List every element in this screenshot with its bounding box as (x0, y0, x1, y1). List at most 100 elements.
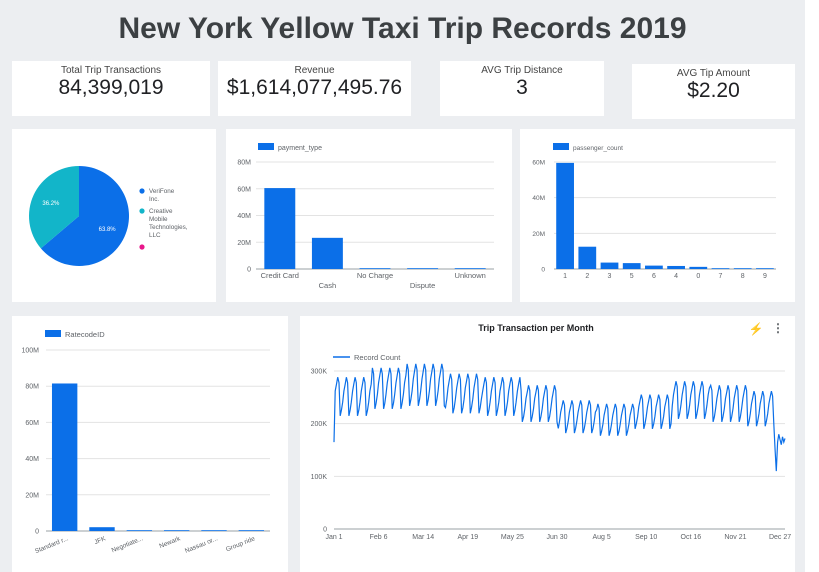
kpi-avg-trip-distance-card: AVG Trip Distance 3 (440, 61, 604, 116)
legend-swatch (553, 143, 569, 150)
more-menu-icon: ⋮ (772, 321, 784, 335)
x-tick-label: Unknown (455, 271, 486, 280)
x-tick-label: 1 (563, 273, 567, 280)
bar (645, 265, 663, 269)
x-tick-label: Standard r... (34, 535, 70, 555)
y-tick-label: 40M (237, 213, 251, 220)
x-tick-label: Nov 21 (724, 534, 746, 541)
bar (689, 266, 708, 269)
bar (201, 530, 227, 531)
y-tick-label: 0 (323, 527, 327, 534)
pie-slice-label: 63.8% (99, 227, 117, 233)
kpi-label: AVG Tip Amount (676, 68, 751, 79)
kpi-label: Total Trip Transactions (60, 65, 162, 76)
legend-label: RatecodeID (65, 330, 105, 339)
y-tick-label: 100K (311, 474, 328, 481)
x-tick-label: Credit Card (261, 271, 299, 280)
legend-label: payment_type (278, 145, 322, 152)
payment-type-card: payment_type 0 20M 40M 60M 80M Credit Card Cash… (226, 129, 512, 302)
payment-type-bar-chart[interactable]: payment_type 0 20M 40M 60M 80M Credit Card Cash… (226, 129, 512, 302)
x-tick-label: Sep 10 (635, 534, 657, 541)
bar (407, 268, 439, 269)
y-tick-label: 300K (311, 369, 328, 376)
bar (556, 162, 574, 269)
ratecode-bar-chart[interactable]: RatecodeID 0 20M 40M 60M 80M 100M Standard r...… (12, 316, 288, 572)
bar (51, 383, 78, 531)
bar (667, 265, 685, 269)
x-tick-label: Feb 6 (370, 534, 388, 541)
y-tick-label: 0 (35, 529, 39, 536)
y-tick-label: 80M (25, 384, 39, 391)
x-tick-label: Group ride (225, 535, 256, 553)
y-tick-label: 0 (541, 267, 545, 274)
bar (163, 530, 190, 531)
legend-swatch (258, 143, 274, 150)
bar (733, 268, 752, 269)
passenger-count-card: passenger_count 0 20M 40M 60M 1 2 3 5 6 4 0 7 8 9 (520, 129, 795, 302)
x-tick-label: Aug 5 (592, 534, 610, 541)
x-tick-label: 2 (585, 273, 589, 280)
right-edge (805, 0, 819, 572)
y-tick-label: 40M (532, 195, 545, 202)
bar (359, 268, 391, 269)
y-tick-label: 40M (25, 456, 39, 463)
x-tick-label: Dispute (410, 281, 435, 290)
kpi-total-trips-card: Total Trip Transactions 84,399,019 (12, 61, 210, 116)
x-tick-label: Jun 30 (547, 534, 568, 541)
kpi-label: AVG Trip Distance (481, 65, 563, 76)
x-tick-label: No Charge (357, 271, 393, 280)
x-tick-label: 3 (608, 273, 612, 280)
y-tick-label: 60M (532, 160, 545, 167)
bolt-icon: ⚡ (749, 322, 764, 336)
legend-swatch (45, 330, 61, 337)
bar (126, 530, 153, 531)
y-tick-label: 200K (311, 421, 328, 428)
y-tick-label: 60M (25, 420, 39, 427)
vendor-pie-chart[interactable]: 63.8% 36.2% VeriFone Inc. Creative Mobile Tech… (12, 129, 216, 302)
legend-swatch (139, 244, 145, 250)
legend-label: VeriFone Inc. (149, 188, 175, 203)
monthly-trip-card: Trip Transaction per Month ⚡ ⋮ Record Count… (300, 316, 795, 572)
kpi-value: $2.20 (687, 79, 740, 102)
y-tick-label: 60M (237, 186, 251, 193)
x-tick-label: 9 (763, 273, 767, 280)
bar (578, 246, 597, 269)
pie-slice (40, 166, 129, 266)
x-tick-label: Dec 27 (769, 534, 791, 541)
y-tick-label: 20M (237, 240, 251, 247)
bar (264, 188, 296, 269)
kpi-value: $1,614,077,495.76 (226, 76, 403, 99)
passenger-count-bar-chart[interactable]: passenger_count 0 20M 40M 60M 1 2 3 5 6 4 0 7 8 9 (520, 129, 795, 302)
x-tick-label: May 25 (501, 534, 524, 541)
legend-swatch (139, 208, 145, 214)
x-tick-label: Oct 16 (681, 534, 702, 541)
x-tick-label: 6 (652, 273, 656, 280)
bar (238, 530, 265, 531)
bar (311, 237, 343, 269)
legend-label: Record Count (354, 353, 401, 362)
legend-label: Creative Mobile Technologies, LLC (149, 208, 188, 239)
bar (454, 268, 486, 269)
x-tick-label: Mar 14 (412, 534, 434, 541)
x-tick-label: Apr 19 (458, 534, 479, 541)
ratecode-card: RatecodeID 0 20M 40M 60M 80M 100M Standard r...… (12, 316, 288, 572)
x-tick-label: 8 (741, 273, 745, 280)
x-tick-label: 4 (674, 273, 678, 280)
x-tick-label: 0 (696, 273, 700, 280)
bar (600, 262, 619, 269)
bar (756, 268, 774, 269)
vendor-pie-card: 63.8% 36.2% VeriFone Inc. Creative Mobile Tech… (12, 129, 216, 302)
kpi-revenue-card: Revenue $1,614,077,495.76 (218, 61, 411, 116)
legend-label: passenger_count (573, 145, 623, 152)
x-tick-label: JFK (93, 535, 107, 546)
x-tick-label: 7 (719, 273, 723, 280)
dashboard-title: New York Yellow Taxi Trip Records 2019 (118, 12, 687, 45)
kpi-avg-tip-card: AVG Tip Amount $2.20 (632, 64, 795, 119)
x-tick-label: Negotiate... (111, 535, 145, 554)
y-tick-label: 20M (532, 231, 545, 238)
x-tick-label: Nassau or... (184, 535, 219, 555)
x-tick-label: Newark (158, 535, 182, 550)
trip-transaction-line-chart[interactable]: Trip Transaction per Month ⚡ ⋮ Record Count… (300, 316, 795, 572)
bar (711, 268, 730, 269)
y-tick-label: 0 (247, 267, 251, 274)
